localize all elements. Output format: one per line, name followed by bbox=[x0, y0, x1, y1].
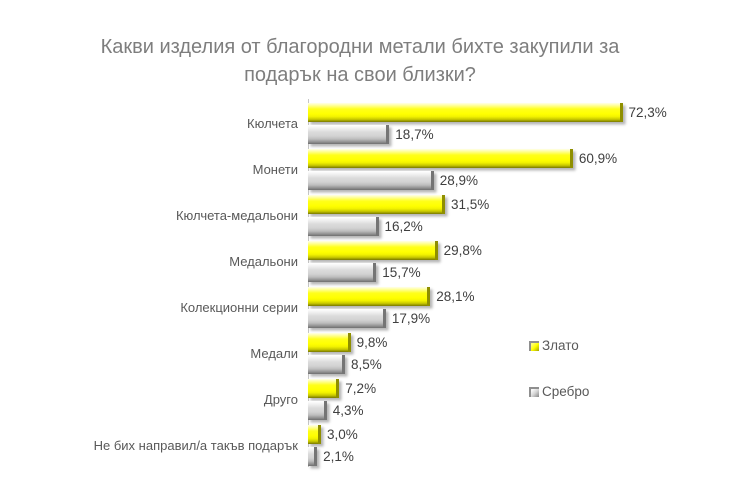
bar-pair: 29,8% 15,7% bbox=[308, 238, 700, 284]
bar-group: Кюлчета 72,3% 18,7% bbox=[0, 100, 700, 146]
bar-line: 31,5% bbox=[308, 193, 700, 215]
bar-line: 72,3% bbox=[308, 101, 700, 123]
bar-silver bbox=[308, 354, 345, 374]
bar-line: 60,9% bbox=[308, 147, 700, 169]
bar-line: 17,9% bbox=[308, 307, 700, 329]
value-label: 31,5% bbox=[451, 196, 490, 212]
category-label: Медали bbox=[250, 345, 298, 361]
chart-title: Какви изделия от благородни метали бихте… bbox=[100, 36, 620, 86]
value-label: 29,8% bbox=[443, 242, 482, 258]
bar-line: 15,7% bbox=[308, 261, 700, 283]
bar-silver bbox=[308, 400, 327, 420]
bar-pair: 7,2% 4,3% bbox=[308, 376, 700, 422]
bar-silver bbox=[308, 262, 377, 282]
bar-line: 16,2% bbox=[308, 215, 700, 237]
legend-item-gold: Злато bbox=[529, 338, 589, 353]
y-axis-line bbox=[308, 99, 309, 467]
legend: Злато Сребро bbox=[529, 338, 589, 399]
value-label: 60,9% bbox=[578, 150, 618, 166]
category-label: Кюлчета-медальони bbox=[175, 207, 298, 223]
category-label: Медальони bbox=[229, 253, 298, 269]
bar-line: 2,1% bbox=[308, 445, 700, 467]
bar-silver bbox=[308, 170, 434, 190]
legend-label-gold: Злато bbox=[542, 338, 579, 353]
bar-group: Колекционни серии 28,1% 17,9% bbox=[0, 284, 700, 330]
category-label: Колекционни серии bbox=[180, 299, 298, 315]
bar-gold bbox=[308, 194, 445, 214]
bar-silver bbox=[308, 446, 318, 466]
bar-pair: 28,1% 17,9% bbox=[308, 284, 700, 330]
bar-pair: 3,0% 2,1% bbox=[308, 422, 700, 468]
value-label: 9,8% bbox=[356, 334, 388, 350]
bar-line: 3,0% bbox=[308, 423, 700, 445]
bar-group: Друго 7,2% 4,3% bbox=[0, 376, 700, 422]
bar-silver bbox=[308, 216, 379, 236]
value-label: 72,3% bbox=[628, 104, 667, 120]
value-label: 28,1% bbox=[436, 288, 475, 304]
bar-gold bbox=[308, 424, 321, 444]
category-label: Не бих направил/а такъв подарък bbox=[93, 437, 298, 453]
bar-group: Монети 60,9% 28,9% bbox=[0, 146, 700, 192]
bar-pair: 72,3% 18,7% bbox=[308, 100, 700, 146]
bar-line: 18,7% bbox=[308, 123, 700, 145]
value-label: 7,2% bbox=[345, 380, 377, 396]
legend-item-silver: Сребро bbox=[529, 384, 589, 399]
bar-line: 7,2% bbox=[308, 377, 700, 399]
value-label: 3,0% bbox=[327, 426, 358, 442]
bar-group: Медали 9,8% 8,5% bbox=[0, 330, 700, 376]
legend-label-silver: Сребро bbox=[542, 384, 590, 399]
category-label: Друго bbox=[263, 391, 298, 407]
value-label: 2,1% bbox=[323, 448, 354, 464]
bar-gold bbox=[308, 102, 623, 122]
bar-group: Не бих направил/а такъв подарък 3,0% 2,1% bbox=[0, 422, 700, 468]
value-label: 18,7% bbox=[395, 126, 434, 142]
bar-silver bbox=[308, 124, 390, 144]
bar-line: 28,9% bbox=[308, 169, 700, 191]
category-label: Кюлчета bbox=[247, 115, 298, 131]
bar-group: Медальони 29,8% 15,7% bbox=[0, 238, 700, 284]
value-label: 4,3% bbox=[332, 402, 364, 418]
bar-silver bbox=[308, 308, 386, 328]
bar-gold bbox=[308, 378, 340, 398]
bar-line: 28,1% bbox=[308, 285, 700, 307]
category-label: Монети bbox=[252, 161, 298, 177]
bar-gold bbox=[308, 148, 573, 168]
bar-line: 29,8% bbox=[308, 239, 700, 261]
value-label: 8,5% bbox=[351, 356, 382, 372]
gold-swatch-icon bbox=[529, 340, 539, 351]
bar-gold bbox=[308, 240, 438, 260]
bar-line: 9,8% bbox=[308, 331, 700, 353]
value-label: 17,9% bbox=[391, 310, 431, 326]
bar-line: 4,3% bbox=[308, 399, 700, 421]
value-label: 28,9% bbox=[439, 172, 478, 188]
bar-group: Кюлчета-медальони 31,5% 16,2% bbox=[0, 192, 700, 238]
bar-gold bbox=[308, 332, 351, 352]
bar-pair: 31,5% 16,2% bbox=[308, 192, 700, 238]
bar-line: 8,5% bbox=[308, 353, 700, 375]
bar-pair: 60,9% 28,9% bbox=[308, 146, 700, 192]
silver-swatch-icon bbox=[529, 386, 539, 397]
plot-area: Кюлчета 72,3% 18,7% Монети 60,9% 28,9% Кюлчета… bbox=[0, 100, 700, 468]
bar-gold bbox=[308, 286, 431, 306]
value-label: 15,7% bbox=[382, 264, 421, 280]
bar-pair: 9,8% 8,5% bbox=[308, 330, 700, 376]
value-label: 16,2% bbox=[384, 218, 423, 234]
